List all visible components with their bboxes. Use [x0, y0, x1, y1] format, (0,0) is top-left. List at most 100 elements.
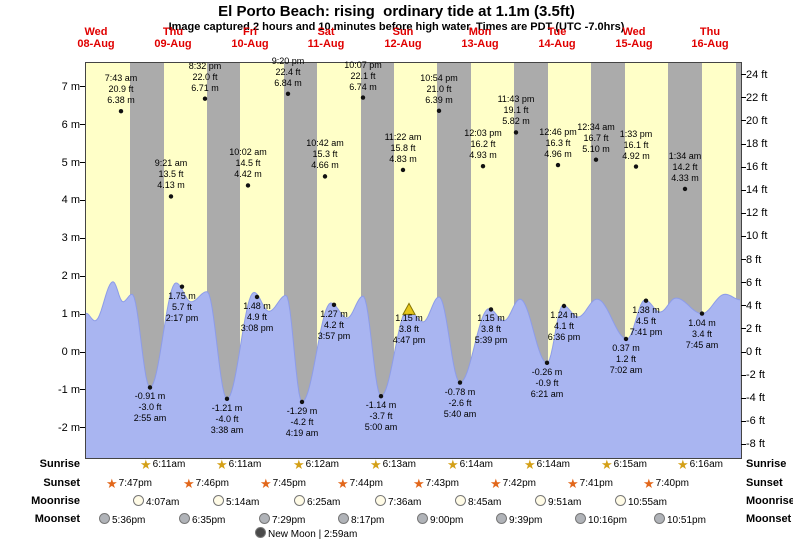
sunrise-entry: ★6:12am [293, 458, 339, 471]
tick-mark [741, 352, 746, 353]
moonrise-entry: 10:55am [615, 495, 667, 509]
tide-annotation-line: 6:21 am [519, 389, 575, 400]
y-axis-right-label: -4 ft [746, 392, 788, 404]
moonrise-circle-icon [213, 495, 224, 506]
tide-annotation-line: 3:57 pm [306, 331, 362, 342]
y-axis-right-label: 14 ft [746, 184, 788, 196]
tick-mark [741, 213, 746, 214]
low-tide-annotation: -0.91 m-3.0 ft2:55 am [122, 391, 178, 424]
high-tide-annotation: 10:54 pm21.0 ft6.39 m [411, 73, 467, 106]
y-axis-right-label: 18 ft [746, 138, 788, 150]
sunset-time: 7:46pm [196, 478, 229, 489]
tide-annotation-line: 4:47 pm [381, 335, 437, 346]
high-tide-dot [401, 168, 405, 172]
low-tide-annotation: -1.21 m-4.0 ft3:38 am [199, 403, 255, 436]
tide-annotation-line: -0.9 ft [519, 378, 575, 389]
high-tide-annotation-line: 6.71 m [177, 83, 233, 94]
moonset-time: 9:00pm [430, 515, 463, 526]
tide-annotation-line: -0.26 m [519, 367, 575, 378]
tide-annotation-line: 7:45 am [674, 340, 730, 351]
sunrise-star-icon: ★ [293, 457, 305, 472]
high-tide-annotation: 10:02 am14.5 ft4.42 m [220, 147, 276, 180]
tide-annotation-line: 1.2 ft [598, 354, 654, 365]
low-tide-annotation-line: -4.0 ft [199, 414, 255, 425]
high-tide-annotation-line: 4.83 m [375, 154, 431, 165]
high-tide-dot [203, 96, 207, 100]
y-axis-right-label: 10 ft [746, 230, 788, 242]
high-tide-annotation-line: 14.5 ft [220, 158, 276, 169]
high-tide-annotation: 9:20 pm22.4 ft6.84 m [260, 56, 316, 89]
high-tide-annotation-line: 6.74 m [335, 82, 391, 93]
low-tide-annotation-line: 2:55 am [122, 413, 178, 424]
moonset-circle-icon [654, 513, 665, 524]
high-tide-annotation: 11:43 pm19.1 ft5.82 m [488, 94, 544, 127]
low-tide-annotation-line: 3:38 am [199, 425, 255, 436]
sunset-star-icon: ★ [260, 476, 272, 491]
high-tide-dot [437, 109, 441, 113]
y-axis-left-label: 2 m [42, 270, 80, 282]
tide-annotation: 0.37 m1.2 ft7:02 am [598, 343, 654, 376]
low-tide-annotation-line: -1.21 m [199, 403, 255, 414]
day-label: Thu16-Aug [691, 26, 728, 50]
day-name: Wed [77, 26, 114, 38]
tick-mark [741, 421, 746, 422]
day-label: Sat11-Aug [308, 26, 345, 50]
day-label: Sun12-Aug [384, 26, 421, 50]
low-tide-annotation: -1.14 m-3.7 ft5:00 am [353, 400, 409, 433]
sunset-star-icon: ★ [490, 476, 502, 491]
high-tide-annotation-line: 21.0 ft [411, 84, 467, 95]
moonset-entry: 9:39pm [496, 513, 542, 527]
high-tide-annotation-line: 4.33 m [657, 173, 713, 184]
tick-mark [741, 236, 746, 237]
tide-annotation: 1.38 m4.5 ft7:41 pm [618, 305, 674, 338]
low-tide-annotation: -1.29 m-4.2 ft4:19 am [274, 406, 330, 439]
moonrise-time: 10:55am [628, 497, 667, 508]
day-date: 11-Aug [308, 38, 345, 50]
high-tide-dot [119, 109, 123, 113]
tide-annotation-line: 1.38 m [618, 305, 674, 316]
tick-mark [80, 162, 85, 163]
high-tide-dot [286, 92, 290, 96]
tide-annotation-line: 1.75 m [154, 291, 210, 302]
y-axis-right-label: -6 ft [746, 415, 788, 427]
high-tide-annotation-line: 8:32 pm [177, 61, 233, 72]
high-tide-dot [683, 187, 687, 191]
moonset-circle-icon [575, 513, 586, 524]
moonrise-circle-icon [294, 495, 305, 506]
high-tide-annotation-line: 6.84 m [260, 78, 316, 89]
sunset-entry: ★7:43pm [413, 477, 459, 490]
moonset-circle-icon [417, 513, 428, 524]
y-axis-left-label: 4 m [42, 194, 80, 206]
tick-mark [80, 86, 85, 87]
tide-annotation-line: 7:02 am [598, 365, 654, 376]
high-tide-dot [556, 163, 560, 167]
sunrise-time: 6:14am [537, 459, 570, 470]
sunset-label-left: Sunset [18, 477, 80, 490]
moonset-circle-icon [338, 513, 349, 524]
sunrise-time: 6:13am [383, 459, 416, 470]
day-date: 12-Aug [384, 38, 421, 50]
moonrise-entry: 9:51am [535, 495, 581, 509]
y-axis-right-label: 2 ft [746, 323, 788, 335]
y-axis-right-label: 12 ft [746, 207, 788, 219]
day-label: Wed08-Aug [77, 26, 114, 50]
day-label: Wed15-Aug [615, 26, 652, 50]
moonset-time: 5:36pm [112, 515, 145, 526]
tide-annotation-line: 3.8 ft [381, 324, 437, 335]
day-name: Sat [308, 26, 345, 38]
sunrise-star-icon: ★ [447, 457, 459, 472]
tide-annotation: 1.48 m4.9 ft3:08 pm [229, 301, 285, 334]
sunset-label-right: Sunset [746, 477, 793, 490]
tick-mark [741, 167, 746, 168]
low-tide-dot [148, 385, 152, 389]
moonrise-label-right: Moonrise [746, 495, 793, 508]
sunset-entry: ★7:47pm [106, 477, 152, 490]
day-label: Fri10-Aug [231, 26, 268, 50]
high-tide-dot [481, 164, 485, 168]
tide-annotation: 1.24 m4.1 ft6:36 pm [536, 310, 592, 343]
high-tide-annotation-line: 4.92 m [608, 151, 664, 162]
y-axis-left-label: -2 m [42, 422, 80, 434]
high-tide-annotation-line: 22.1 ft [335, 71, 391, 82]
sunrise-star-icon: ★ [677, 457, 689, 472]
moonset-entry: 5:36pm [99, 513, 145, 527]
